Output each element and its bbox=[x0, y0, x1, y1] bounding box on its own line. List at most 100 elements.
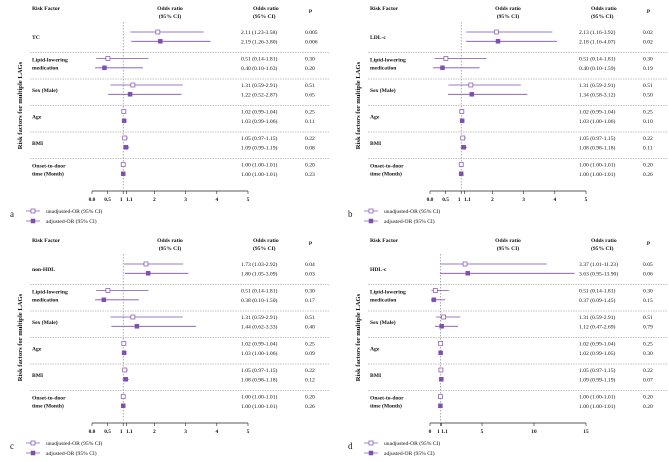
p-value: 0.07 bbox=[643, 377, 653, 383]
p-value: 0.30 bbox=[643, 289, 653, 295]
p-value: 0.20 bbox=[305, 163, 315, 169]
or-ci-value: 1.05 (0.97-1.15) bbox=[579, 135, 615, 142]
x-tick-label: 2 bbox=[491, 197, 494, 203]
unadjusted-or-marker bbox=[122, 367, 128, 373]
adjusted-or-marker bbox=[102, 65, 107, 71]
adjusted-or-marker bbox=[158, 39, 163, 44]
unadjusted-or-marker bbox=[105, 56, 111, 61]
factor-label: time (Month) bbox=[370, 403, 402, 410]
odds-ratio-ci-header: (95% CI) bbox=[497, 13, 520, 20]
factor-label: time (Month) bbox=[370, 171, 402, 178]
or-ci-value: 1.02 (0.99-1.04) bbox=[579, 341, 615, 348]
factor-label: time (Month) bbox=[32, 171, 64, 178]
p-value: 0.30 bbox=[305, 57, 315, 63]
legend-unadjusted-label: unadjusted-OR (95% CI) bbox=[46, 440, 102, 447]
or-ci-value: 1.05 (0.97-1.15) bbox=[241, 367, 277, 374]
x-tick-label: 5 bbox=[585, 197, 588, 203]
x-tick-label: 5 bbox=[247, 197, 250, 203]
or-ci-value: 1.02 (0.99-1.04) bbox=[579, 109, 615, 116]
x-tick-label: 3 bbox=[184, 197, 187, 203]
p-value: 0.08 bbox=[305, 145, 315, 151]
p-value: 0.20 bbox=[643, 404, 653, 410]
adjusted-or-marker bbox=[121, 350, 127, 356]
factor-label: Sex (Male) bbox=[370, 319, 396, 326]
factor-label: Onset-to-door bbox=[32, 164, 66, 170]
or-ci-value: 1.02 (0.99-1.04) bbox=[241, 341, 277, 348]
or-ci-value: 1.80 (1.05-3.09) bbox=[241, 270, 277, 277]
legend-adjusted-marker bbox=[30, 450, 36, 456]
unadjusted-or-marker bbox=[120, 162, 126, 167]
factor-label: Age bbox=[370, 115, 380, 121]
y-axis-label: Risk factors for multiple LAGs bbox=[355, 61, 362, 149]
x-tick-label: 1.1 bbox=[464, 197, 471, 203]
factor-label: medication bbox=[370, 66, 397, 72]
factor-label: Age bbox=[32, 347, 42, 353]
unadjusted-or-marker bbox=[460, 135, 466, 141]
odds-ratio-header: Odds ratio bbox=[495, 6, 521, 12]
or-ci-value: 0.40 (0.10-1.63) bbox=[241, 65, 277, 72]
legend-unadjusted-marker bbox=[30, 208, 36, 214]
adjusted-or-marker bbox=[458, 171, 464, 177]
or-ci-value: 1.00 (1.00-1.01) bbox=[579, 394, 615, 401]
unadjusted-or-marker bbox=[121, 109, 127, 114]
adjusted-or-marker bbox=[440, 65, 445, 71]
p-value: 0.11 bbox=[305, 119, 315, 125]
adjusted-or-marker bbox=[469, 92, 475, 97]
or-ci-value: 1.00 (1.00-1.01) bbox=[579, 403, 615, 410]
x-tick-label: 10 bbox=[531, 429, 537, 435]
or-ci-value: 1.02 (0.99-1.04) bbox=[241, 109, 277, 116]
or-ci-value: 0.51 (0.14-1.81) bbox=[241, 288, 277, 295]
p-value: 0.50 bbox=[643, 92, 653, 98]
legend-adjusted-marker bbox=[368, 218, 374, 224]
or-ci-value: 2.13 (1.16-3.92) bbox=[579, 29, 615, 36]
adjusted-or-marker bbox=[495, 39, 501, 44]
adjusted-or-marker bbox=[431, 297, 437, 303]
or-ci-value: 0.37 (0.09-1.45) bbox=[579, 297, 615, 304]
panel-label: b bbox=[348, 209, 353, 219]
odds-ratio-ci-header: (95% CI) bbox=[497, 245, 520, 252]
p-value: 0.20 bbox=[305, 66, 315, 72]
x-tick-label: 1.1 bbox=[126, 429, 133, 435]
or-ci-value: 0.51 (0.14-1.81) bbox=[579, 56, 615, 63]
or-ci-value: 2.11 (1.23-3.58) bbox=[241, 29, 277, 36]
p-value: 0.51 bbox=[643, 83, 653, 89]
or-ci-value: 1.00 (1.00-1.01) bbox=[579, 171, 615, 178]
or-ci-value: 1.00 (1.00-1.01) bbox=[241, 403, 277, 410]
adjusted-or-marker bbox=[101, 297, 107, 303]
x-tick-label: 3 bbox=[522, 197, 525, 203]
odds-ratio-col-header: Odds ratio bbox=[591, 238, 617, 244]
odds-ratio-header: Odds ratio bbox=[157, 6, 183, 12]
p-value: 0.09 bbox=[305, 351, 315, 357]
adjusted-or-marker bbox=[145, 271, 151, 276]
unadjusted-or-marker bbox=[105, 288, 111, 293]
x-tick-label: 1.1 bbox=[126, 197, 133, 203]
adjusted-or-marker bbox=[134, 324, 140, 329]
adjusted-or-marker bbox=[461, 145, 466, 150]
p-value: 0.005 bbox=[305, 30, 318, 36]
x-tick-label: 5 bbox=[247, 429, 250, 435]
legend-adjusted-label: adjusted-OR (95% CI) bbox=[384, 218, 435, 225]
factor-label: Lipid-lowering bbox=[370, 58, 406, 64]
forest-panel-b: Risk Factor Odds ratio(95% CI)Odds ratio(… bbox=[348, 6, 668, 225]
or-ci-value: 1.44 (0.62-3.33) bbox=[241, 323, 277, 330]
unadjusted-or-marker bbox=[438, 394, 443, 399]
x-tick-label: 4 bbox=[553, 197, 556, 203]
x-tick-label: 0.0 bbox=[89, 429, 96, 435]
factor-label: Sex (Male) bbox=[32, 87, 58, 94]
or-ci-value: 1.22 (0.52-2.87) bbox=[241, 91, 277, 98]
factor-label: medication bbox=[370, 298, 397, 304]
p-value: 0.23 bbox=[305, 172, 315, 178]
p-value: 0.20 bbox=[643, 163, 653, 169]
or-ci-value: 2.18 (1.16-4.07) bbox=[579, 38, 615, 45]
x-tick-label: 1 bbox=[120, 429, 123, 435]
risk-factor-header: Risk Factor bbox=[32, 238, 61, 244]
p-value: 0.22 bbox=[643, 136, 653, 142]
p-value-header: p bbox=[309, 8, 312, 14]
or-ci-value: 1.08 (0.98-1.18) bbox=[241, 376, 277, 383]
p-value: 0.11 bbox=[643, 145, 653, 151]
x-tick-label: 0.0 bbox=[427, 197, 434, 203]
or-ci-value: 1.00 (1.00-1.01) bbox=[241, 394, 277, 401]
unadjusted-or-marker bbox=[462, 261, 468, 267]
x-tick-label: 2 bbox=[153, 429, 156, 435]
